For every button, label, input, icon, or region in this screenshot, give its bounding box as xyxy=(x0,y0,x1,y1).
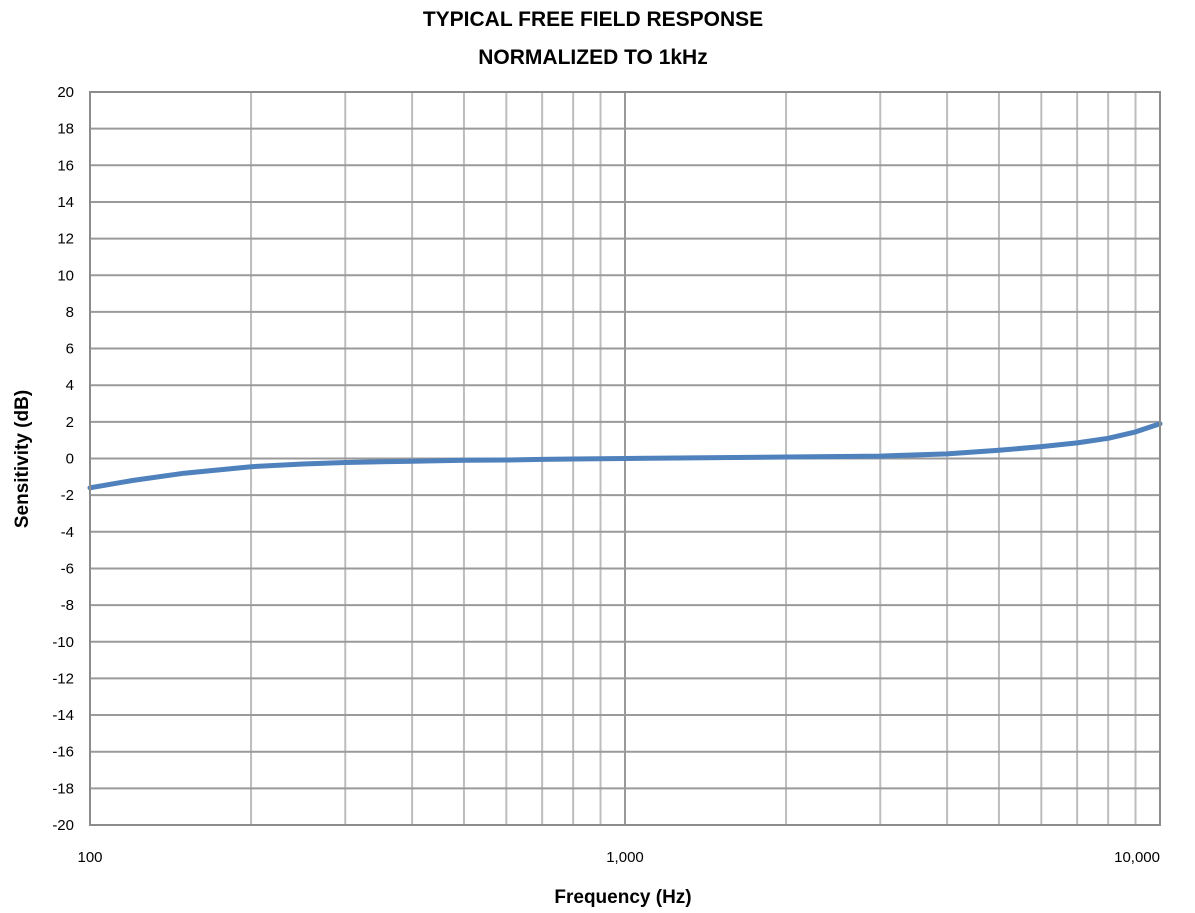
y-tick-label: -10 xyxy=(52,634,74,651)
x-tick-label: 100 xyxy=(77,849,102,866)
y-tick-label: -16 xyxy=(52,744,74,761)
y-tick-label: -12 xyxy=(52,670,74,687)
x-tick-label: 10,000 xyxy=(1114,849,1160,866)
y-tick-label: 2 xyxy=(66,414,74,431)
y-tick-label: 4 xyxy=(66,377,74,394)
chart-title: TYPICAL FREE FIELD RESPONSE xyxy=(423,8,763,31)
plot-frame xyxy=(89,91,1161,826)
y-tick-label: 8 xyxy=(66,304,74,321)
x-tick-labels: 100 1,000 10,000 xyxy=(77,849,1160,866)
chart-subtitle: NORMALIZED TO 1kHz xyxy=(478,46,707,69)
y-tick-label: 14 xyxy=(57,194,74,211)
y-tick-label: 10 xyxy=(57,267,74,284)
y-tick-label: -8 xyxy=(61,597,74,614)
y-axis-label: Sensitivity (dB) xyxy=(12,390,33,528)
y-tick-label: -6 xyxy=(61,560,74,577)
y-tick-label: -2 xyxy=(61,487,74,504)
y-tick-label: 0 xyxy=(66,451,74,468)
y-tick-label: 6 xyxy=(66,341,74,358)
y-tick-label: 12 xyxy=(57,231,74,248)
y-tick-label: 16 xyxy=(57,157,74,174)
y-tick-label: -14 xyxy=(52,707,74,724)
y-tick-label: -4 xyxy=(61,524,74,541)
y-tick-label: -20 xyxy=(52,817,74,834)
y-tick-labels: 20181614121086420-2-4-6-8-10-12-14-16-18… xyxy=(52,84,74,834)
y-tick-label: 18 xyxy=(57,121,74,138)
x-tick-label: 1,000 xyxy=(606,849,644,866)
y-tick-label: -18 xyxy=(52,780,74,797)
y-tick-label: 20 xyxy=(57,84,74,101)
x-axis-label: Frequency (Hz) xyxy=(554,887,691,908)
series-line xyxy=(87,421,1163,491)
series-layer xyxy=(87,421,1163,491)
